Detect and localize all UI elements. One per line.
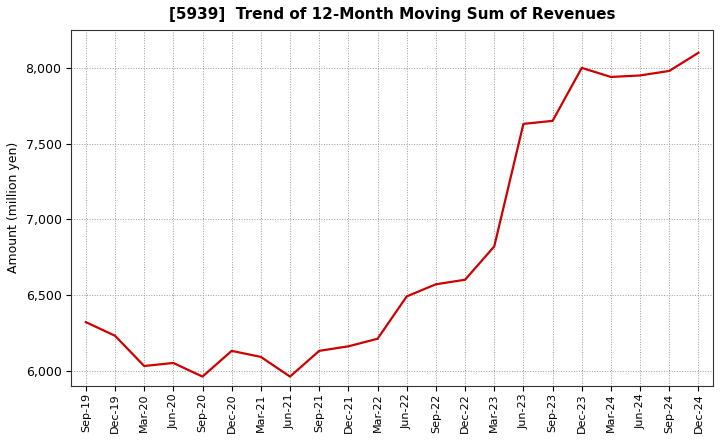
Title: [5939]  Trend of 12-Month Moving Sum of Revenues: [5939] Trend of 12-Month Moving Sum of R… [169, 7, 616, 22]
Y-axis label: Amount (million yen): Amount (million yen) [7, 142, 20, 274]
